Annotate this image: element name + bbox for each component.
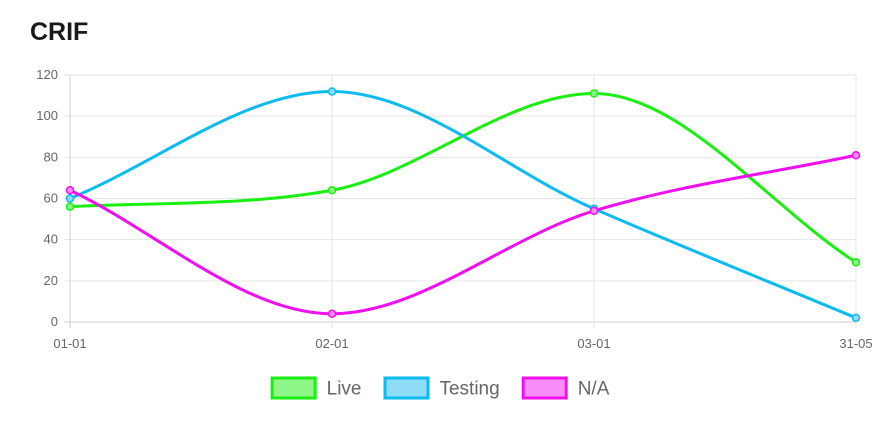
series-line-testing: [68, 89, 858, 320]
data-point-n-a: [327, 309, 337, 319]
y-tick-label: 120: [36, 67, 58, 82]
legend-label-n-a: N/A: [578, 379, 610, 400]
legend-item-live: Live: [270, 376, 362, 400]
y-tick-label: 40: [44, 232, 58, 247]
series-line-n-a: [68, 153, 858, 316]
legend-swatch-n-a: [521, 376, 568, 400]
x-tick-label: 31-05: [839, 336, 872, 351]
y-tick-label: 80: [44, 149, 58, 164]
data-point-n-a: [589, 206, 599, 216]
legend-label-testing: Testing: [439, 379, 499, 400]
chart-title: CRIF: [30, 18, 89, 46]
x-tick-label: 03-01: [577, 336, 610, 351]
legend-item-n-a: N/A: [521, 376, 610, 400]
series-line-live: [68, 92, 858, 264]
data-point-testing: [65, 194, 75, 203]
data-point-n-a: [65, 186, 75, 195]
legend-swatch-live: [270, 376, 317, 400]
data-point-testing: [327, 87, 337, 96]
data-point-live: [851, 258, 861, 267]
data-point-live: [327, 186, 337, 195]
legend-swatch-testing: [383, 376, 430, 400]
x-tick-label: 01-01: [53, 336, 86, 351]
y-tick-label: 20: [44, 273, 58, 288]
legend-item-testing: Testing: [383, 376, 500, 400]
data-point-live: [589, 89, 599, 98]
y-tick-label: 0: [51, 314, 58, 329]
data-point-live: [65, 202, 75, 211]
legend-label-live: Live: [327, 379, 362, 400]
data-point-n-a: [851, 151, 861, 160]
x-tick-label: 02-01: [315, 336, 348, 351]
y-tick-label: 60: [44, 191, 58, 206]
data-point-testing: [851, 313, 861, 323]
y-tick-label: 100: [36, 108, 58, 123]
